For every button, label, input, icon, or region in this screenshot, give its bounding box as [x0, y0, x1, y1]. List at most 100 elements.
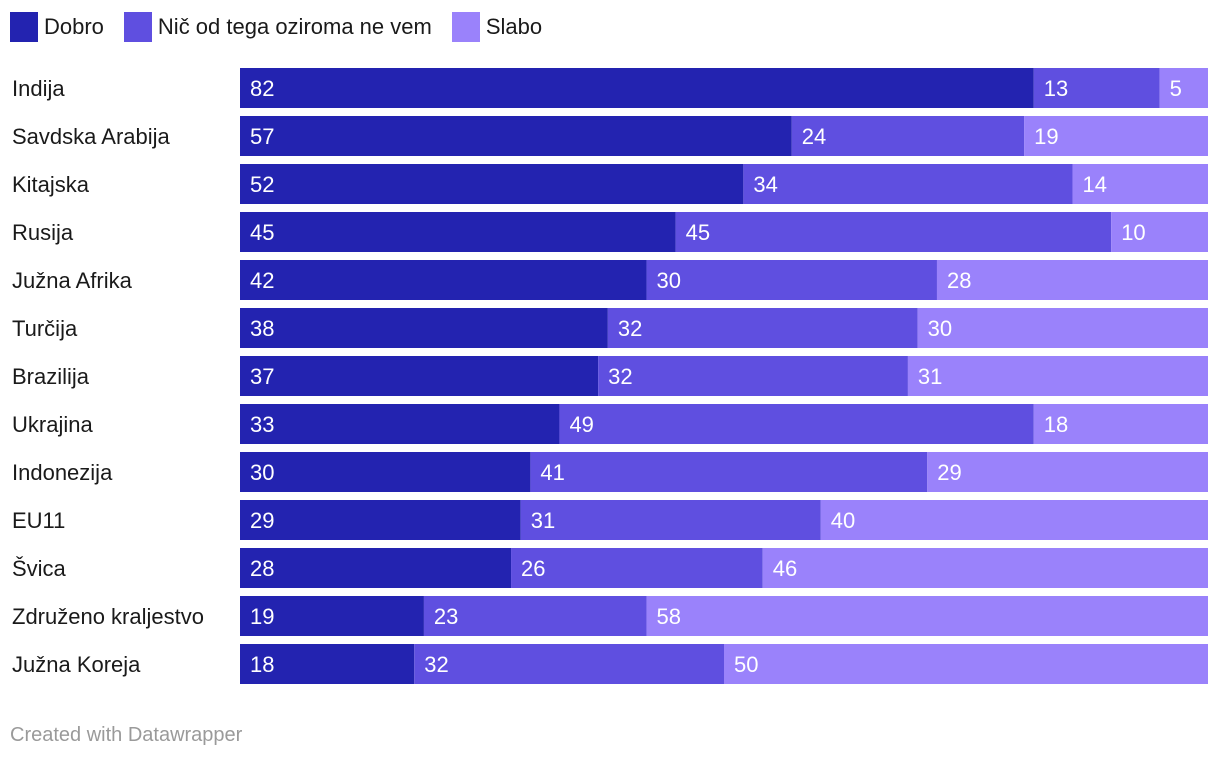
value-label-brazilija-nic-od-tega-oziroma-ne-vem: 32	[608, 364, 632, 389]
value-label-savdska-arabija-nic-od-tega-oziroma-ne-vem: 24	[802, 124, 826, 149]
value-label-indonezija-slabo: 29	[937, 460, 961, 485]
bar-ukrajina-dobro	[240, 404, 560, 444]
value-label-ukrajina-dobro: 33	[250, 412, 274, 437]
row-label-kitajska: Kitajska	[12, 172, 90, 197]
bar-indonezija-dobro	[240, 452, 531, 492]
row-label-turcija: Turčija	[12, 316, 78, 341]
bar-turcija-dobro	[240, 308, 608, 348]
value-label-brazilija-slabo: 31	[918, 364, 942, 389]
value-label-indija-slabo: 5	[1170, 76, 1182, 101]
row-label-ukrajina: Ukrajina	[12, 412, 93, 437]
value-label-rusija-slabo: 10	[1121, 220, 1145, 245]
row-label-juzna-koreja: Južna Koreja	[12, 652, 141, 677]
value-label-zdruzeno-kraljestvo-nic-od-tega-oziroma-ne-vem: 23	[434, 604, 458, 629]
value-label-indonezija-dobro: 30	[250, 460, 274, 485]
bar-indonezija-nic-od-tega-oziroma-ne-vem	[530, 452, 928, 492]
bar-indija-nic-od-tega-oziroma-ne-vem	[1033, 68, 1160, 108]
value-label-zdruzeno-kraljestvo-slabo: 58	[657, 604, 681, 629]
bar-eu11-dobro	[240, 500, 521, 540]
row-label-indonezija: Indonezija	[12, 460, 113, 485]
value-label-svica-slabo: 46	[773, 556, 797, 581]
bar-ukrajina-nic-od-tega-oziroma-ne-vem	[559, 404, 1034, 444]
bar-indija-dobro	[240, 68, 1034, 108]
bar-kitajska-nic-od-tega-oziroma-ne-vem	[743, 164, 1073, 204]
value-label-rusija-nic-od-tega-oziroma-ne-vem: 45	[686, 220, 710, 245]
value-label-juzna-afrika-slabo: 28	[947, 268, 971, 293]
bar-brazilija-slabo	[907, 356, 1208, 396]
legend-item-neutral: Nič od tega oziroma ne vem	[123, 12, 432, 42]
bar-savdska-arabija-slabo	[1024, 116, 1208, 156]
bar-kitajska-slabo	[1072, 164, 1208, 204]
value-label-kitajska-dobro: 52	[250, 172, 274, 197]
bar-savdska-arabija-dobro	[240, 116, 792, 156]
row-label-eu11: EU11	[12, 508, 65, 533]
value-label-turcija-dobro: 38	[250, 316, 274, 341]
value-label-zdruzeno-kraljestvo-dobro: 19	[250, 604, 274, 629]
row-label-brazilija: Brazilija	[12, 364, 90, 389]
value-label-eu11-slabo: 40	[831, 508, 855, 533]
row-label-zdruzeno-kraljestvo: Združeno kraljestvo	[12, 604, 204, 629]
bar-zdruzeno-kraljestvo-dobro	[240, 596, 424, 636]
stacked-bar-chart: Indija 82 13 5 Savdska Arabija 57 24 19 Kitajska…	[12, 68, 1208, 684]
value-label-indija-dobro: 82	[250, 76, 274, 101]
legend-item-dobro: Dobro	[10, 12, 104, 42]
value-label-indonezija-nic-od-tega-oziroma-ne-vem: 41	[540, 460, 564, 485]
value-label-turcija-slabo: 30	[928, 316, 952, 341]
legend-label-neutral: Nič od tega oziroma ne vem	[157, 14, 432, 39]
bar-juzna-afrika-dobro	[240, 260, 647, 300]
bar-juzna-koreja-dobro	[240, 644, 415, 684]
value-label-svica-nic-od-tega-oziroma-ne-vem: 26	[521, 556, 545, 581]
row-label-rusija: Rusija	[12, 220, 74, 245]
row-label-indija: Indija	[12, 76, 65, 101]
bar-zdruzeno-kraljestvo-slabo	[646, 596, 1208, 636]
bar-rusija-dobro	[240, 212, 676, 252]
bar-rusija-nic-od-tega-oziroma-ne-vem	[675, 212, 1112, 252]
legend-label-dobro: Dobro	[44, 14, 104, 39]
value-label-brazilija-dobro: 37	[250, 364, 274, 389]
value-label-juzna-afrika-nic-od-tega-oziroma-ne-vem: 30	[657, 268, 681, 293]
bar-juzna-koreja-nic-od-tega-oziroma-ne-vem	[414, 644, 724, 684]
bar-brazilija-dobro	[240, 356, 599, 396]
legend-swatch-dobro	[10, 12, 38, 42]
bar-ukrajina-slabo	[1033, 404, 1208, 444]
value-label-juzna-koreja-slabo: 50	[734, 652, 758, 677]
bar-svica-nic-od-tega-oziroma-ne-vem	[511, 548, 763, 588]
legend-swatch-slabo	[451, 12, 480, 42]
bar-svica-slabo	[762, 548, 1208, 588]
value-label-savdska-arabija-dobro: 57	[250, 124, 274, 149]
bar-juzna-afrika-slabo	[936, 260, 1208, 300]
value-label-eu11-nic-od-tega-oziroma-ne-vem: 31	[531, 508, 555, 533]
value-label-svica-dobro: 28	[250, 556, 274, 581]
bar-eu11-nic-od-tega-oziroma-ne-vem	[520, 500, 821, 540]
bar-turcija-slabo	[917, 308, 1208, 348]
value-label-juzna-afrika-dobro: 42	[250, 268, 274, 293]
credit-text: Created with Datawrapper	[10, 724, 243, 746]
bar-indonezija-slabo	[927, 452, 1208, 492]
legend-label-slabo: Slabo	[485, 14, 543, 39]
bar-svica-dobro	[240, 548, 512, 588]
legend-item-slabo: Slabo	[451, 12, 543, 42]
chart-legend: Dobro Nič od tega oziroma ne vem Slabo	[10, 12, 562, 42]
value-label-savdska-arabija-slabo: 19	[1034, 124, 1058, 149]
value-label-ukrajina-slabo: 18	[1044, 412, 1068, 437]
bar-savdska-arabija-nic-od-tega-oziroma-ne-vem	[791, 116, 1025, 156]
row-label-savdska-arabija: Savdska Arabija	[12, 124, 171, 149]
bar-turcija-nic-od-tega-oziroma-ne-vem	[607, 308, 918, 348]
value-label-ukrajina-nic-od-tega-oziroma-ne-vem: 49	[569, 412, 593, 437]
bar-juzna-afrika-nic-od-tega-oziroma-ne-vem	[646, 260, 937, 300]
bar-zdruzeno-kraljestvo-nic-od-tega-oziroma-ne-vem	[423, 596, 647, 636]
value-label-kitajska-nic-od-tega-oziroma-ne-vem: 34	[753, 172, 777, 197]
row-label-svica: Švica	[12, 556, 67, 581]
bar-kitajska-dobro	[240, 164, 744, 204]
value-label-kitajska-slabo: 14	[1082, 172, 1106, 197]
bar-rusija-slabo	[1111, 212, 1208, 252]
legend-swatch-neutral	[123, 12, 152, 42]
value-label-juzna-koreja-nic-od-tega-oziroma-ne-vem: 32	[424, 652, 448, 677]
bar-indija-slabo	[1159, 68, 1208, 108]
value-label-juzna-koreja-dobro: 18	[250, 652, 274, 677]
bar-juzna-koreja-slabo	[724, 644, 1208, 684]
value-label-rusija-dobro: 45	[250, 220, 274, 245]
row-label-juzna-afrika: Južna Afrika	[12, 268, 133, 293]
value-label-turcija-nic-od-tega-oziroma-ne-vem: 32	[618, 316, 642, 341]
value-label-eu11-dobro: 29	[250, 508, 274, 533]
